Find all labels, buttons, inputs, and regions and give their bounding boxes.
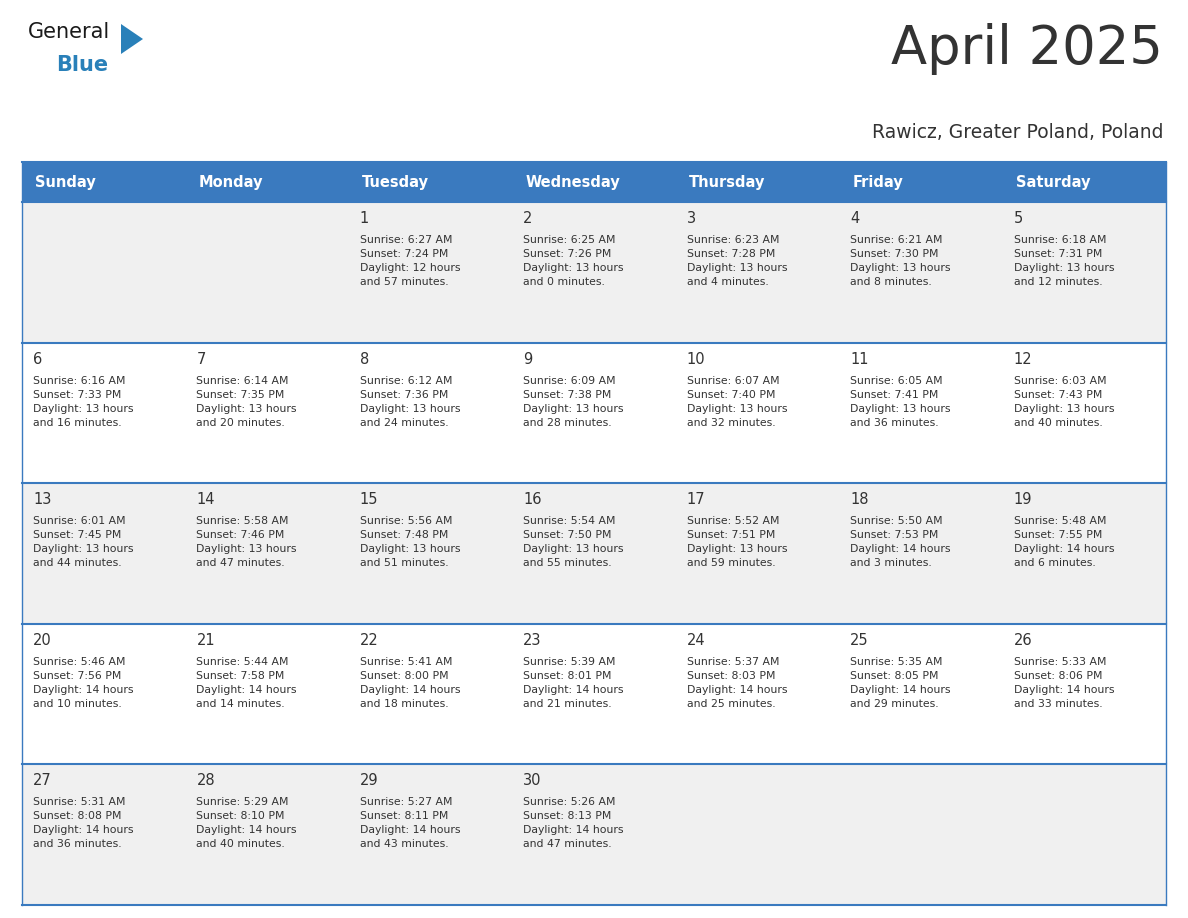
Text: Sunrise: 5:39 AM
Sunset: 8:01 PM
Daylight: 14 hours
and 21 minutes.: Sunrise: 5:39 AM Sunset: 8:01 PM Dayligh… (523, 656, 624, 709)
Text: Saturday: Saturday (1016, 174, 1091, 189)
Text: 30: 30 (523, 773, 542, 789)
Text: 5: 5 (1013, 211, 1023, 226)
Text: Rawicz, Greater Poland, Poland: Rawicz, Greater Poland, Poland (872, 123, 1163, 142)
Text: 12: 12 (1013, 352, 1032, 366)
Text: 2: 2 (523, 211, 532, 226)
Text: 26: 26 (1013, 633, 1032, 648)
Bar (23, 342, 1165, 483)
Text: Sunrise: 5:37 AM
Sunset: 8:03 PM
Daylight: 14 hours
and 25 minutes.: Sunrise: 5:37 AM Sunset: 8:03 PM Dayligh… (687, 656, 788, 709)
Text: Friday: Friday (852, 174, 903, 189)
Text: 21: 21 (196, 633, 215, 648)
Text: General: General (29, 22, 110, 42)
Bar (23, 483, 1165, 624)
Text: 18: 18 (851, 492, 868, 508)
Text: Sunrise: 5:35 AM
Sunset: 8:05 PM
Daylight: 14 hours
and 29 minutes.: Sunrise: 5:35 AM Sunset: 8:05 PM Dayligh… (851, 656, 950, 709)
Text: Sunrise: 5:33 AM
Sunset: 8:06 PM
Daylight: 14 hours
and 33 minutes.: Sunrise: 5:33 AM Sunset: 8:06 PM Dayligh… (1013, 656, 1114, 709)
Text: 27: 27 (33, 773, 52, 789)
Text: Sunrise: 5:31 AM
Sunset: 8:08 PM
Daylight: 14 hours
and 36 minutes.: Sunrise: 5:31 AM Sunset: 8:08 PM Dayligh… (33, 798, 133, 849)
Polygon shape (121, 24, 143, 54)
Text: Sunrise: 5:48 AM
Sunset: 7:55 PM
Daylight: 14 hours
and 6 minutes.: Sunrise: 5:48 AM Sunset: 7:55 PM Dayligh… (1013, 516, 1114, 568)
Text: Sunrise: 6:01 AM
Sunset: 7:45 PM
Daylight: 13 hours
and 44 minutes.: Sunrise: 6:01 AM Sunset: 7:45 PM Dayligh… (33, 516, 133, 568)
Text: Sunrise: 5:44 AM
Sunset: 7:58 PM
Daylight: 14 hours
and 14 minutes.: Sunrise: 5:44 AM Sunset: 7:58 PM Dayligh… (196, 656, 297, 709)
Text: 29: 29 (360, 773, 379, 789)
Text: Sunrise: 6:25 AM
Sunset: 7:26 PM
Daylight: 13 hours
and 0 minutes.: Sunrise: 6:25 AM Sunset: 7:26 PM Dayligh… (523, 235, 624, 287)
Text: 16: 16 (523, 492, 542, 508)
Text: 9: 9 (523, 352, 532, 366)
Text: Sunrise: 5:41 AM
Sunset: 8:00 PM
Daylight: 14 hours
and 18 minutes.: Sunrise: 5:41 AM Sunset: 8:00 PM Dayligh… (360, 656, 461, 709)
Text: Sunrise: 6:21 AM
Sunset: 7:30 PM
Daylight: 13 hours
and 8 minutes.: Sunrise: 6:21 AM Sunset: 7:30 PM Dayligh… (851, 235, 950, 287)
Text: 24: 24 (687, 633, 706, 648)
Text: 15: 15 (360, 492, 378, 508)
Text: Sunrise: 5:26 AM
Sunset: 8:13 PM
Daylight: 14 hours
and 47 minutes.: Sunrise: 5:26 AM Sunset: 8:13 PM Dayligh… (523, 798, 624, 849)
Text: 20: 20 (33, 633, 52, 648)
Text: 11: 11 (851, 352, 868, 366)
Text: Sunrise: 5:58 AM
Sunset: 7:46 PM
Daylight: 13 hours
and 47 minutes.: Sunrise: 5:58 AM Sunset: 7:46 PM Dayligh… (196, 516, 297, 568)
Text: Sunrise: 6:23 AM
Sunset: 7:28 PM
Daylight: 13 hours
and 4 minutes.: Sunrise: 6:23 AM Sunset: 7:28 PM Dayligh… (687, 235, 788, 287)
Text: 28: 28 (196, 773, 215, 789)
Text: Sunrise: 6:12 AM
Sunset: 7:36 PM
Daylight: 13 hours
and 24 minutes.: Sunrise: 6:12 AM Sunset: 7:36 PM Dayligh… (360, 375, 461, 428)
Text: Sunrise: 5:27 AM
Sunset: 8:11 PM
Daylight: 14 hours
and 43 minutes.: Sunrise: 5:27 AM Sunset: 8:11 PM Dayligh… (360, 798, 461, 849)
Text: 8: 8 (360, 352, 369, 366)
Text: Monday: Monday (198, 174, 263, 189)
Bar (23, 162, 1165, 202)
Text: Sunrise: 5:52 AM
Sunset: 7:51 PM
Daylight: 13 hours
and 59 minutes.: Sunrise: 5:52 AM Sunset: 7:51 PM Dayligh… (687, 516, 788, 568)
Text: Sunrise: 6:03 AM
Sunset: 7:43 PM
Daylight: 13 hours
and 40 minutes.: Sunrise: 6:03 AM Sunset: 7:43 PM Dayligh… (1013, 375, 1114, 428)
Text: 19: 19 (1013, 492, 1032, 508)
Text: Sunrise: 6:07 AM
Sunset: 7:40 PM
Daylight: 13 hours
and 32 minutes.: Sunrise: 6:07 AM Sunset: 7:40 PM Dayligh… (687, 375, 788, 428)
Text: 23: 23 (523, 633, 542, 648)
Text: 7: 7 (196, 352, 206, 366)
Text: 25: 25 (851, 633, 868, 648)
Text: April 2025: April 2025 (891, 23, 1163, 75)
Text: Sunrise: 6:27 AM
Sunset: 7:24 PM
Daylight: 12 hours
and 57 minutes.: Sunrise: 6:27 AM Sunset: 7:24 PM Dayligh… (360, 235, 461, 287)
Text: 22: 22 (360, 633, 379, 648)
Text: Sunrise: 6:09 AM
Sunset: 7:38 PM
Daylight: 13 hours
and 28 minutes.: Sunrise: 6:09 AM Sunset: 7:38 PM Dayligh… (523, 375, 624, 428)
Text: Thursday: Thursday (689, 174, 765, 189)
Text: Wednesday: Wednesday (525, 174, 620, 189)
Bar (23, 624, 1165, 765)
Text: 1: 1 (360, 211, 369, 226)
Text: Sunrise: 6:18 AM
Sunset: 7:31 PM
Daylight: 13 hours
and 12 minutes.: Sunrise: 6:18 AM Sunset: 7:31 PM Dayligh… (1013, 235, 1114, 287)
Text: 6: 6 (33, 352, 43, 366)
Text: Sunrise: 5:50 AM
Sunset: 7:53 PM
Daylight: 14 hours
and 3 minutes.: Sunrise: 5:50 AM Sunset: 7:53 PM Dayligh… (851, 516, 950, 568)
Text: 13: 13 (33, 492, 51, 508)
Text: Sunrise: 6:14 AM
Sunset: 7:35 PM
Daylight: 13 hours
and 20 minutes.: Sunrise: 6:14 AM Sunset: 7:35 PM Dayligh… (196, 375, 297, 428)
Bar (23, 765, 1165, 905)
Text: 10: 10 (687, 352, 706, 366)
Text: Tuesday: Tuesday (362, 174, 429, 189)
Text: Blue: Blue (56, 55, 108, 75)
Text: 3: 3 (687, 211, 696, 226)
Text: 4: 4 (851, 211, 859, 226)
Text: 17: 17 (687, 492, 706, 508)
Text: Sunrise: 6:05 AM
Sunset: 7:41 PM
Daylight: 13 hours
and 36 minutes.: Sunrise: 6:05 AM Sunset: 7:41 PM Dayligh… (851, 375, 950, 428)
Text: Sunrise: 6:16 AM
Sunset: 7:33 PM
Daylight: 13 hours
and 16 minutes.: Sunrise: 6:16 AM Sunset: 7:33 PM Dayligh… (33, 375, 133, 428)
Text: Sunrise: 5:54 AM
Sunset: 7:50 PM
Daylight: 13 hours
and 55 minutes.: Sunrise: 5:54 AM Sunset: 7:50 PM Dayligh… (523, 516, 624, 568)
Text: Sunrise: 5:46 AM
Sunset: 7:56 PM
Daylight: 14 hours
and 10 minutes.: Sunrise: 5:46 AM Sunset: 7:56 PM Dayligh… (33, 656, 133, 709)
Bar (23, 202, 1165, 342)
Text: Sunrise: 5:29 AM
Sunset: 8:10 PM
Daylight: 14 hours
and 40 minutes.: Sunrise: 5:29 AM Sunset: 8:10 PM Dayligh… (196, 798, 297, 849)
Text: Sunday: Sunday (34, 174, 96, 189)
Text: 14: 14 (196, 492, 215, 508)
Text: Sunrise: 5:56 AM
Sunset: 7:48 PM
Daylight: 13 hours
and 51 minutes.: Sunrise: 5:56 AM Sunset: 7:48 PM Dayligh… (360, 516, 461, 568)
